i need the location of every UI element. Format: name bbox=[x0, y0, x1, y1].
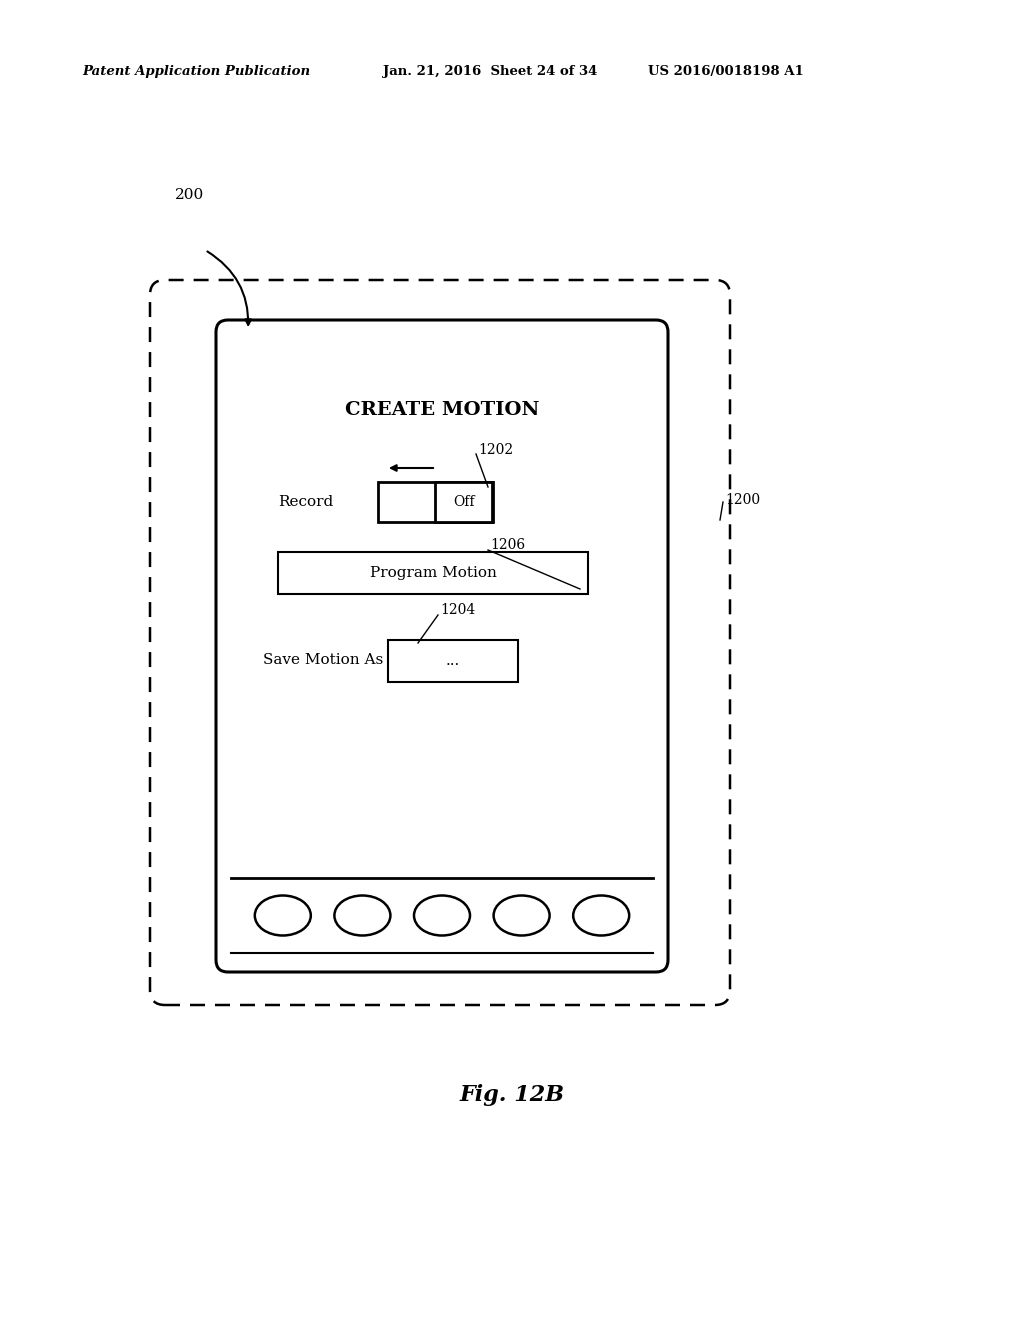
Text: CREATE MOTION: CREATE MOTION bbox=[345, 401, 540, 418]
Text: ...: ... bbox=[445, 653, 460, 668]
Text: 1202: 1202 bbox=[478, 444, 513, 457]
Ellipse shape bbox=[573, 895, 629, 936]
Bar bbox=[278, 552, 588, 594]
Text: 1200: 1200 bbox=[725, 492, 760, 507]
Text: US 2016/0018198 A1: US 2016/0018198 A1 bbox=[648, 66, 804, 78]
Text: Jan. 21, 2016  Sheet 24 of 34: Jan. 21, 2016 Sheet 24 of 34 bbox=[383, 66, 597, 78]
Bar bbox=[378, 482, 493, 521]
Text: Off: Off bbox=[453, 495, 474, 510]
Text: 200: 200 bbox=[175, 187, 204, 202]
Bar bbox=[388, 640, 518, 682]
Ellipse shape bbox=[335, 895, 390, 936]
Text: 1204: 1204 bbox=[440, 603, 475, 616]
Text: Record: Record bbox=[278, 495, 333, 510]
Ellipse shape bbox=[494, 895, 550, 936]
Text: Fig. 12B: Fig. 12B bbox=[460, 1084, 564, 1106]
FancyBboxPatch shape bbox=[150, 280, 730, 1005]
Text: 1206: 1206 bbox=[490, 539, 525, 552]
Text: Program Motion: Program Motion bbox=[370, 566, 497, 579]
FancyBboxPatch shape bbox=[216, 319, 668, 972]
Ellipse shape bbox=[255, 895, 311, 936]
Text: Save Motion As: Save Motion As bbox=[263, 653, 383, 667]
Text: Patent Application Publication: Patent Application Publication bbox=[82, 66, 310, 78]
Bar bbox=[435, 482, 492, 521]
Ellipse shape bbox=[414, 895, 470, 936]
